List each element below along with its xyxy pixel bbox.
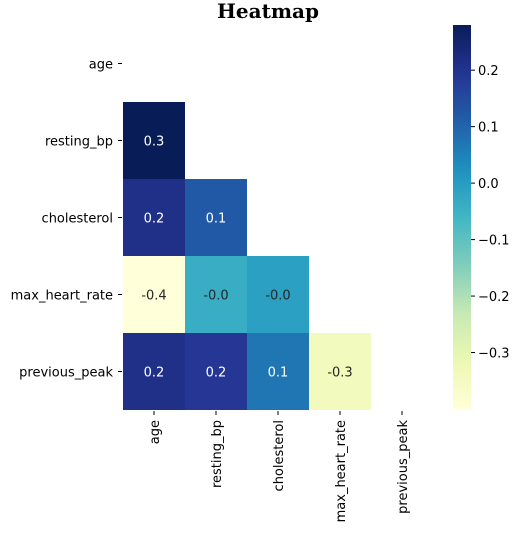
y-tick-label: previous_peak — [19, 366, 113, 381]
x-tick-label: resting_bp — [210, 420, 225, 488]
cell-label: 0.2 — [206, 366, 227, 381]
heatmap-cell — [185, 179, 247, 256]
cell-label: 0.3 — [144, 135, 165, 150]
heatmap-cell — [309, 333, 371, 410]
colorbar-tick-label: 0.1 — [478, 121, 499, 136]
cell-label: -0.0 — [265, 289, 290, 304]
cell-label: -0.3 — [327, 366, 352, 381]
heatmap-cell — [185, 256, 247, 333]
y-tick-label: cholesterol — [42, 212, 113, 227]
cell-label: 0.1 — [268, 366, 289, 381]
colorbar-tick-label: −0.2 — [478, 290, 510, 305]
cell-label: 0.2 — [144, 366, 165, 381]
x-tick-label: max_heart_rate — [334, 420, 349, 522]
x-tick-label: cholesterol — [272, 420, 287, 491]
y-axis-ticks: age resting_bp cholesterol max_heart_ratepr… — [11, 58, 122, 381]
heatmap-cells: 0.3 0.2 0.1 -0.4 -0.0 -0.0 0.2 0.2 0.1 -0.3 — [123, 102, 371, 410]
colorbar-tick-label: 0.0 — [478, 177, 499, 192]
cell-label: -0.4 — [141, 289, 166, 304]
colorbar — [453, 25, 471, 409]
colorbar-ticks: 0.2 0.1 0.0 −0.1 −0.2 −0.3 — [471, 64, 510, 362]
y-tick-label: age — [89, 58, 113, 73]
heatmap-cell — [123, 102, 185, 179]
heatmap-cell — [123, 179, 185, 256]
y-tick-label: resting_bp — [45, 135, 113, 150]
colorbar-tick-label: −0.1 — [478, 234, 510, 249]
heatmap-cell — [185, 333, 247, 410]
cell-label: -0.0 — [203, 289, 228, 304]
heatmap-cell — [123, 256, 185, 333]
cell-label: 0.2 — [144, 212, 165, 227]
x-tick-label: previous_peak — [396, 420, 411, 514]
heatmap-cell — [247, 333, 309, 410]
x-tick-label: age — [148, 420, 163, 444]
heatmap-cell — [247, 256, 309, 333]
x-axis-ticks: age resting_bp cholesterol max_heart_rate pr… — [148, 411, 411, 522]
chart-title: Heatmap — [217, 0, 319, 23]
y-tick-label: max_heart_rate — [11, 289, 113, 304]
cell-label: 0.1 — [206, 212, 227, 227]
colorbar-tick-label: 0.2 — [478, 64, 499, 79]
heatmap-cell — [123, 333, 185, 410]
colorbar-tick-label: −0.3 — [478, 347, 510, 362]
